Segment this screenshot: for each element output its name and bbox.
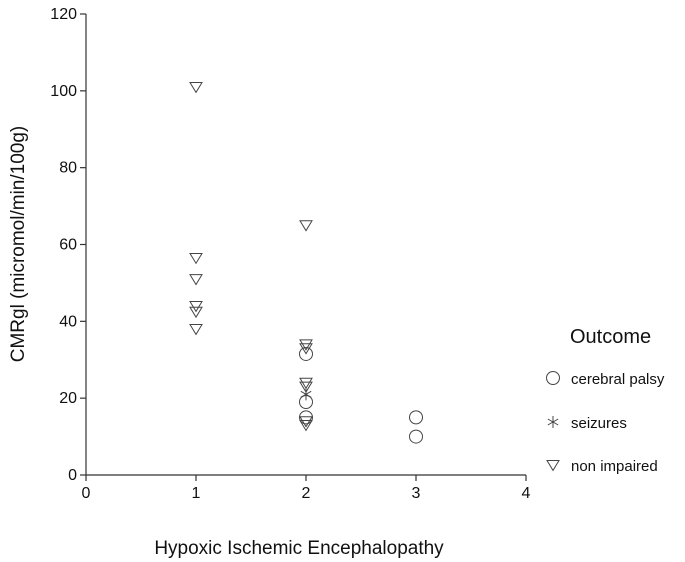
y-tick-label: 40 [59, 313, 77, 330]
data-points [189, 81, 423, 444]
data-point [299, 339, 313, 351]
data-point [299, 410, 313, 425]
legend-marker [546, 371, 560, 385]
data-point [189, 274, 203, 286]
data-point [189, 81, 203, 94]
data-point [189, 306, 203, 319]
data-point [189, 324, 203, 336]
y-tick-label: 20 [59, 390, 77, 407]
data-point [189, 252, 203, 265]
x-ticks: 0 1 2 3 4 [82, 475, 531, 502]
data-point [299, 381, 313, 394]
x-tick-label: 4 [522, 485, 531, 502]
data-point [299, 343, 313, 355]
x-tick-label: 3 [412, 485, 421, 502]
data-point [299, 220, 313, 232]
y-axis-title: CMRgl (micromol/min/100g) [8, 126, 29, 363]
legend-marker [547, 416, 559, 428]
legend-title: Outcome [570, 326, 651, 348]
data-point [299, 420, 313, 432]
data-point [299, 377, 313, 390]
x-tick-label: 2 [302, 485, 311, 502]
data-point [409, 410, 423, 425]
axes [85, 14, 526, 476]
legend: Outcome cerebral palsy seizures non impair… [546, 326, 665, 475]
y-tick-label: 100 [50, 83, 77, 100]
legend-label: non impaired [571, 458, 658, 475]
data-point [300, 388, 312, 401]
x-tick-label: 0 [82, 485, 91, 502]
y-tick-label: 60 [59, 237, 77, 254]
data-point [299, 346, 313, 361]
y-tick-label: 80 [59, 160, 77, 177]
y-tick-label: 0 [68, 467, 77, 484]
legend-items: cerebral palsy seizures non impaired [546, 371, 665, 475]
data-point [189, 300, 203, 313]
data-point [299, 416, 313, 428]
y-ticks: 0 20 40 60 80 100 120 [50, 6, 86, 484]
data-point [409, 429, 423, 444]
legend-label: seizures [571, 415, 627, 432]
y-tick-label: 120 [50, 6, 77, 23]
legend-label: cerebral palsy [571, 371, 665, 388]
x-axis-title: Hypoxic Ischemic Encephalopathy [154, 538, 444, 559]
x-tick-label: 1 [192, 485, 201, 502]
legend-marker [546, 460, 560, 472]
